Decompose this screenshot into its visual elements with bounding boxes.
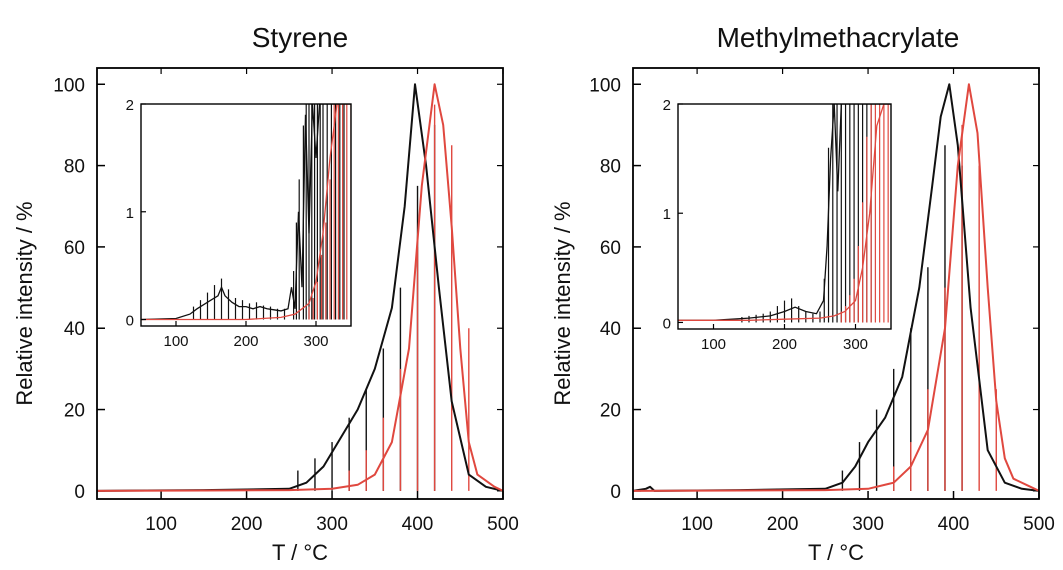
y-tick-label: 100	[589, 75, 621, 96]
y-tick-label: 60	[64, 238, 85, 259]
y-tick-label: 80	[64, 157, 85, 178]
inset-series-line-black	[141, 104, 351, 321]
x-tick-label: 300	[316, 514, 348, 535]
chart-title: Styrene	[252, 22, 349, 53]
y-axis-label: Relative intensity / %	[12, 201, 37, 405]
chart-panel-2: Methylmethacrylate Relative intensity / %…	[550, 22, 1055, 565]
x-tick-label: 400	[402, 514, 434, 535]
plot-frame	[96, 67, 504, 500]
inset-series-line-black	[678, 104, 891, 321]
inset-y-tick-label: 1	[126, 205, 134, 222]
y-axis-label: Relative intensity / %	[550, 201, 575, 405]
y-tick-label: 40	[600, 319, 621, 340]
inset-y-tick-label: 2	[126, 97, 134, 114]
inset-x-tick-label: 300	[303, 333, 328, 350]
inset-background	[678, 104, 891, 329]
inset-plot: 100 200 300 0 1 2	[126, 97, 352, 350]
series-line-black	[97, 83, 503, 492]
y-tick-label: 20	[600, 401, 621, 422]
y-tick-label: 100	[53, 75, 85, 96]
inset-plot-area	[141, 104, 351, 321]
series-line-red	[97, 83, 503, 492]
x-tick-label: 400	[938, 514, 970, 535]
x-axis-label: T / °C	[808, 540, 864, 565]
inset-series-line-red	[141, 104, 351, 321]
y-tick-label: 0	[610, 482, 621, 503]
inset-x-tick-label: 100	[701, 336, 726, 353]
inset-plot-area	[678, 104, 891, 323]
x-axis-label: T / °C	[272, 540, 328, 565]
series-line-red	[633, 83, 1039, 492]
inset-background	[141, 104, 351, 326]
inset-x-tick-label: 200	[772, 336, 797, 353]
x-tick-label: 500	[1023, 514, 1055, 535]
chart-title: Methylmethacrylate	[717, 22, 960, 53]
y-tick-label: 0	[74, 482, 85, 503]
x-tick-label: 500	[487, 514, 519, 535]
x-tick-label: 200	[767, 514, 799, 535]
y-tick-label: 80	[600, 157, 621, 178]
y-tick-label: 60	[600, 238, 621, 259]
inset-y-tick-label: 2	[663, 97, 671, 114]
plot-area	[97, 83, 503, 492]
inset-x-tick-label: 100	[163, 333, 188, 350]
inset-plot: 100 200 300 0 1 2	[663, 97, 892, 353]
inset-series-line-red	[678, 104, 891, 321]
x-tick-label: 100	[145, 514, 177, 535]
inset-y-tick-label: 1	[663, 206, 671, 223]
x-tick-label: 200	[231, 514, 263, 535]
inset-x-tick-label: 200	[233, 333, 258, 350]
inset-frame	[140, 103, 352, 327]
x-tick-label: 100	[681, 514, 713, 535]
inset-x-tick-label: 300	[843, 336, 868, 353]
plot-frame	[632, 67, 1040, 500]
inset-frame	[677, 103, 892, 330]
inset-y-tick-label: 0	[126, 313, 134, 330]
inset-y-tick-label: 0	[663, 315, 671, 332]
y-tick-label: 40	[64, 319, 85, 340]
plot-area	[633, 83, 1039, 492]
x-tick-label: 300	[852, 514, 884, 535]
y-tick-label: 20	[64, 401, 85, 422]
